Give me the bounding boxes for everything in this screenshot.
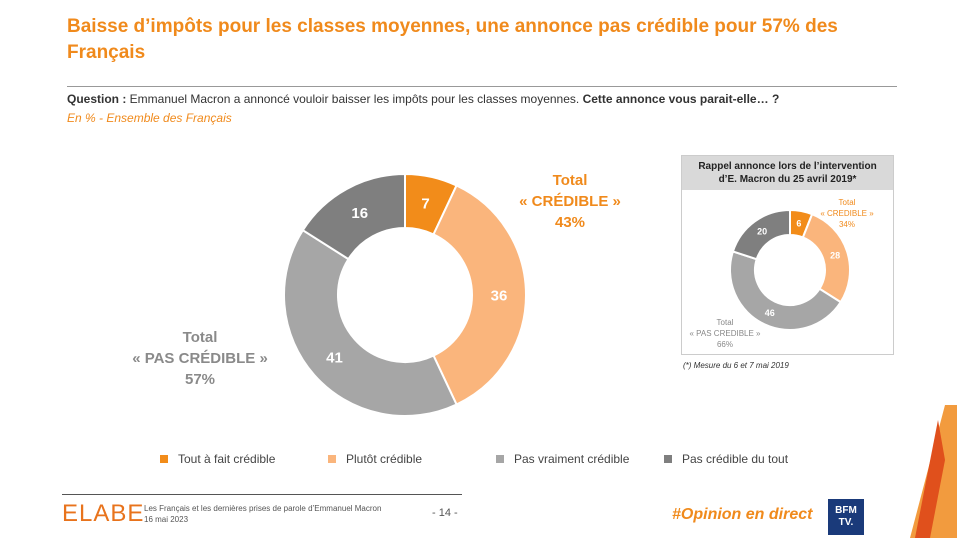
legend-swatch — [664, 455, 672, 463]
inset-note: (*) Mesure du 6 et 7 mai 2019 — [683, 361, 789, 370]
inset-title-line: d’E. Macron du 25 avril 2019* — [718, 174, 857, 185]
question-label: Question : — [67, 92, 127, 106]
inset-pas-credible-line: Total — [716, 318, 734, 327]
page-number: - 14 - — [432, 507, 458, 519]
donut-slice — [432, 184, 527, 406]
inset-title: Rappel annonce lors de l’intervention d’E… — [682, 156, 893, 190]
donut-slice — [731, 208, 791, 261]
page-title: Baisse d’impôts pour les classes moyenne… — [67, 16, 838, 63]
total-pas-credible-line: Total — [182, 329, 218, 346]
footer-date: 16 mai 2023 — [144, 515, 189, 524]
legend-label: Pas crédible du tout — [682, 452, 789, 466]
total-pas-credible-value: 57% — [184, 371, 216, 388]
inset-title-line: Rappel annonce lors de l’intervention — [698, 161, 877, 172]
bfmtv-logo: BFM TV. — [828, 499, 864, 535]
hashtag: #Opinion en direct — [672, 506, 813, 523]
total-pas-credible-label: Total « PAS CRÉDIBLE » 57% — [110, 327, 290, 390]
legend: Tout à fait crédible Plutôt crédible Pas v… — [160, 452, 832, 466]
legend-swatch — [496, 455, 504, 463]
slice-value-label: 36 — [491, 287, 508, 304]
donut-slice — [283, 228, 458, 417]
total-pas-credible-line: « PAS CRÉDIBLE » — [132, 350, 268, 367]
inset-pas-credible-line: « PAS CREDIBLE » — [689, 329, 761, 338]
slice-value-label: 16 — [351, 205, 368, 222]
legend-item: Pas vraiment crédible — [496, 452, 664, 466]
question: Question : Emmanuel Macron a annoncé vou… — [67, 92, 779, 106]
slice-value-label: 20 — [757, 227, 767, 237]
legend-swatch — [328, 455, 336, 463]
footer-divider — [62, 494, 462, 495]
legend-label: Tout à fait crédible — [178, 452, 276, 466]
inset-credible-value: 34% — [838, 220, 855, 229]
elabe-logo: ELABE — [62, 500, 145, 527]
slice-value-label: 28 — [830, 250, 840, 260]
divider — [67, 86, 897, 87]
total-credible-value: 43% — [554, 214, 586, 231]
legend-label: Plutôt crédible — [346, 452, 423, 466]
inset-box: Rappel annonce lors de l’intervention d’E… — [681, 155, 894, 355]
subtitle: En % - Ensemble des Français — [67, 111, 232, 125]
donut-slice — [301, 172, 406, 261]
slice-value-label: 7 — [421, 196, 429, 213]
slice-value-label: 6 — [796, 218, 801, 228]
inset-credible-line: « CREDIBLE » — [820, 209, 874, 218]
question-text: Emmanuel Macron a annoncé vouloir baisse… — [126, 92, 583, 106]
legend-label: Pas vraiment crédible — [514, 452, 630, 466]
total-credible-label: Total « CRÉDIBLE » 43% — [500, 170, 640, 233]
legend-item: Plutôt crédible — [328, 452, 496, 466]
inset-credible-line: Total — [838, 198, 856, 207]
slice-value-label: 46 — [765, 308, 775, 318]
inset-total-pas-credible: Total « PAS CREDIBLE » 66% — [680, 317, 770, 350]
question-bold: Cette annonce vous parait-elle… ? — [582, 92, 780, 106]
legend-item: Tout à fait crédible — [160, 452, 328, 466]
footer-study: Les Français et les dernières prises de … — [144, 504, 382, 513]
footer-text: Les Français et les dernières prises de … — [144, 503, 381, 525]
total-credible-line: « CRÉDIBLE » — [519, 193, 621, 210]
legend-swatch — [160, 455, 168, 463]
inset-pas-credible-value: 66% — [716, 340, 733, 349]
total-credible-line: Total — [552, 172, 588, 189]
donut-slice — [729, 250, 843, 331]
inset-total-credible: Total « CREDIBLE » 34% — [812, 197, 882, 230]
legend-item: Pas crédible du tout — [664, 452, 832, 466]
elabe-corner-mark — [910, 405, 957, 538]
slice-value-label: 41 — [326, 349, 343, 366]
